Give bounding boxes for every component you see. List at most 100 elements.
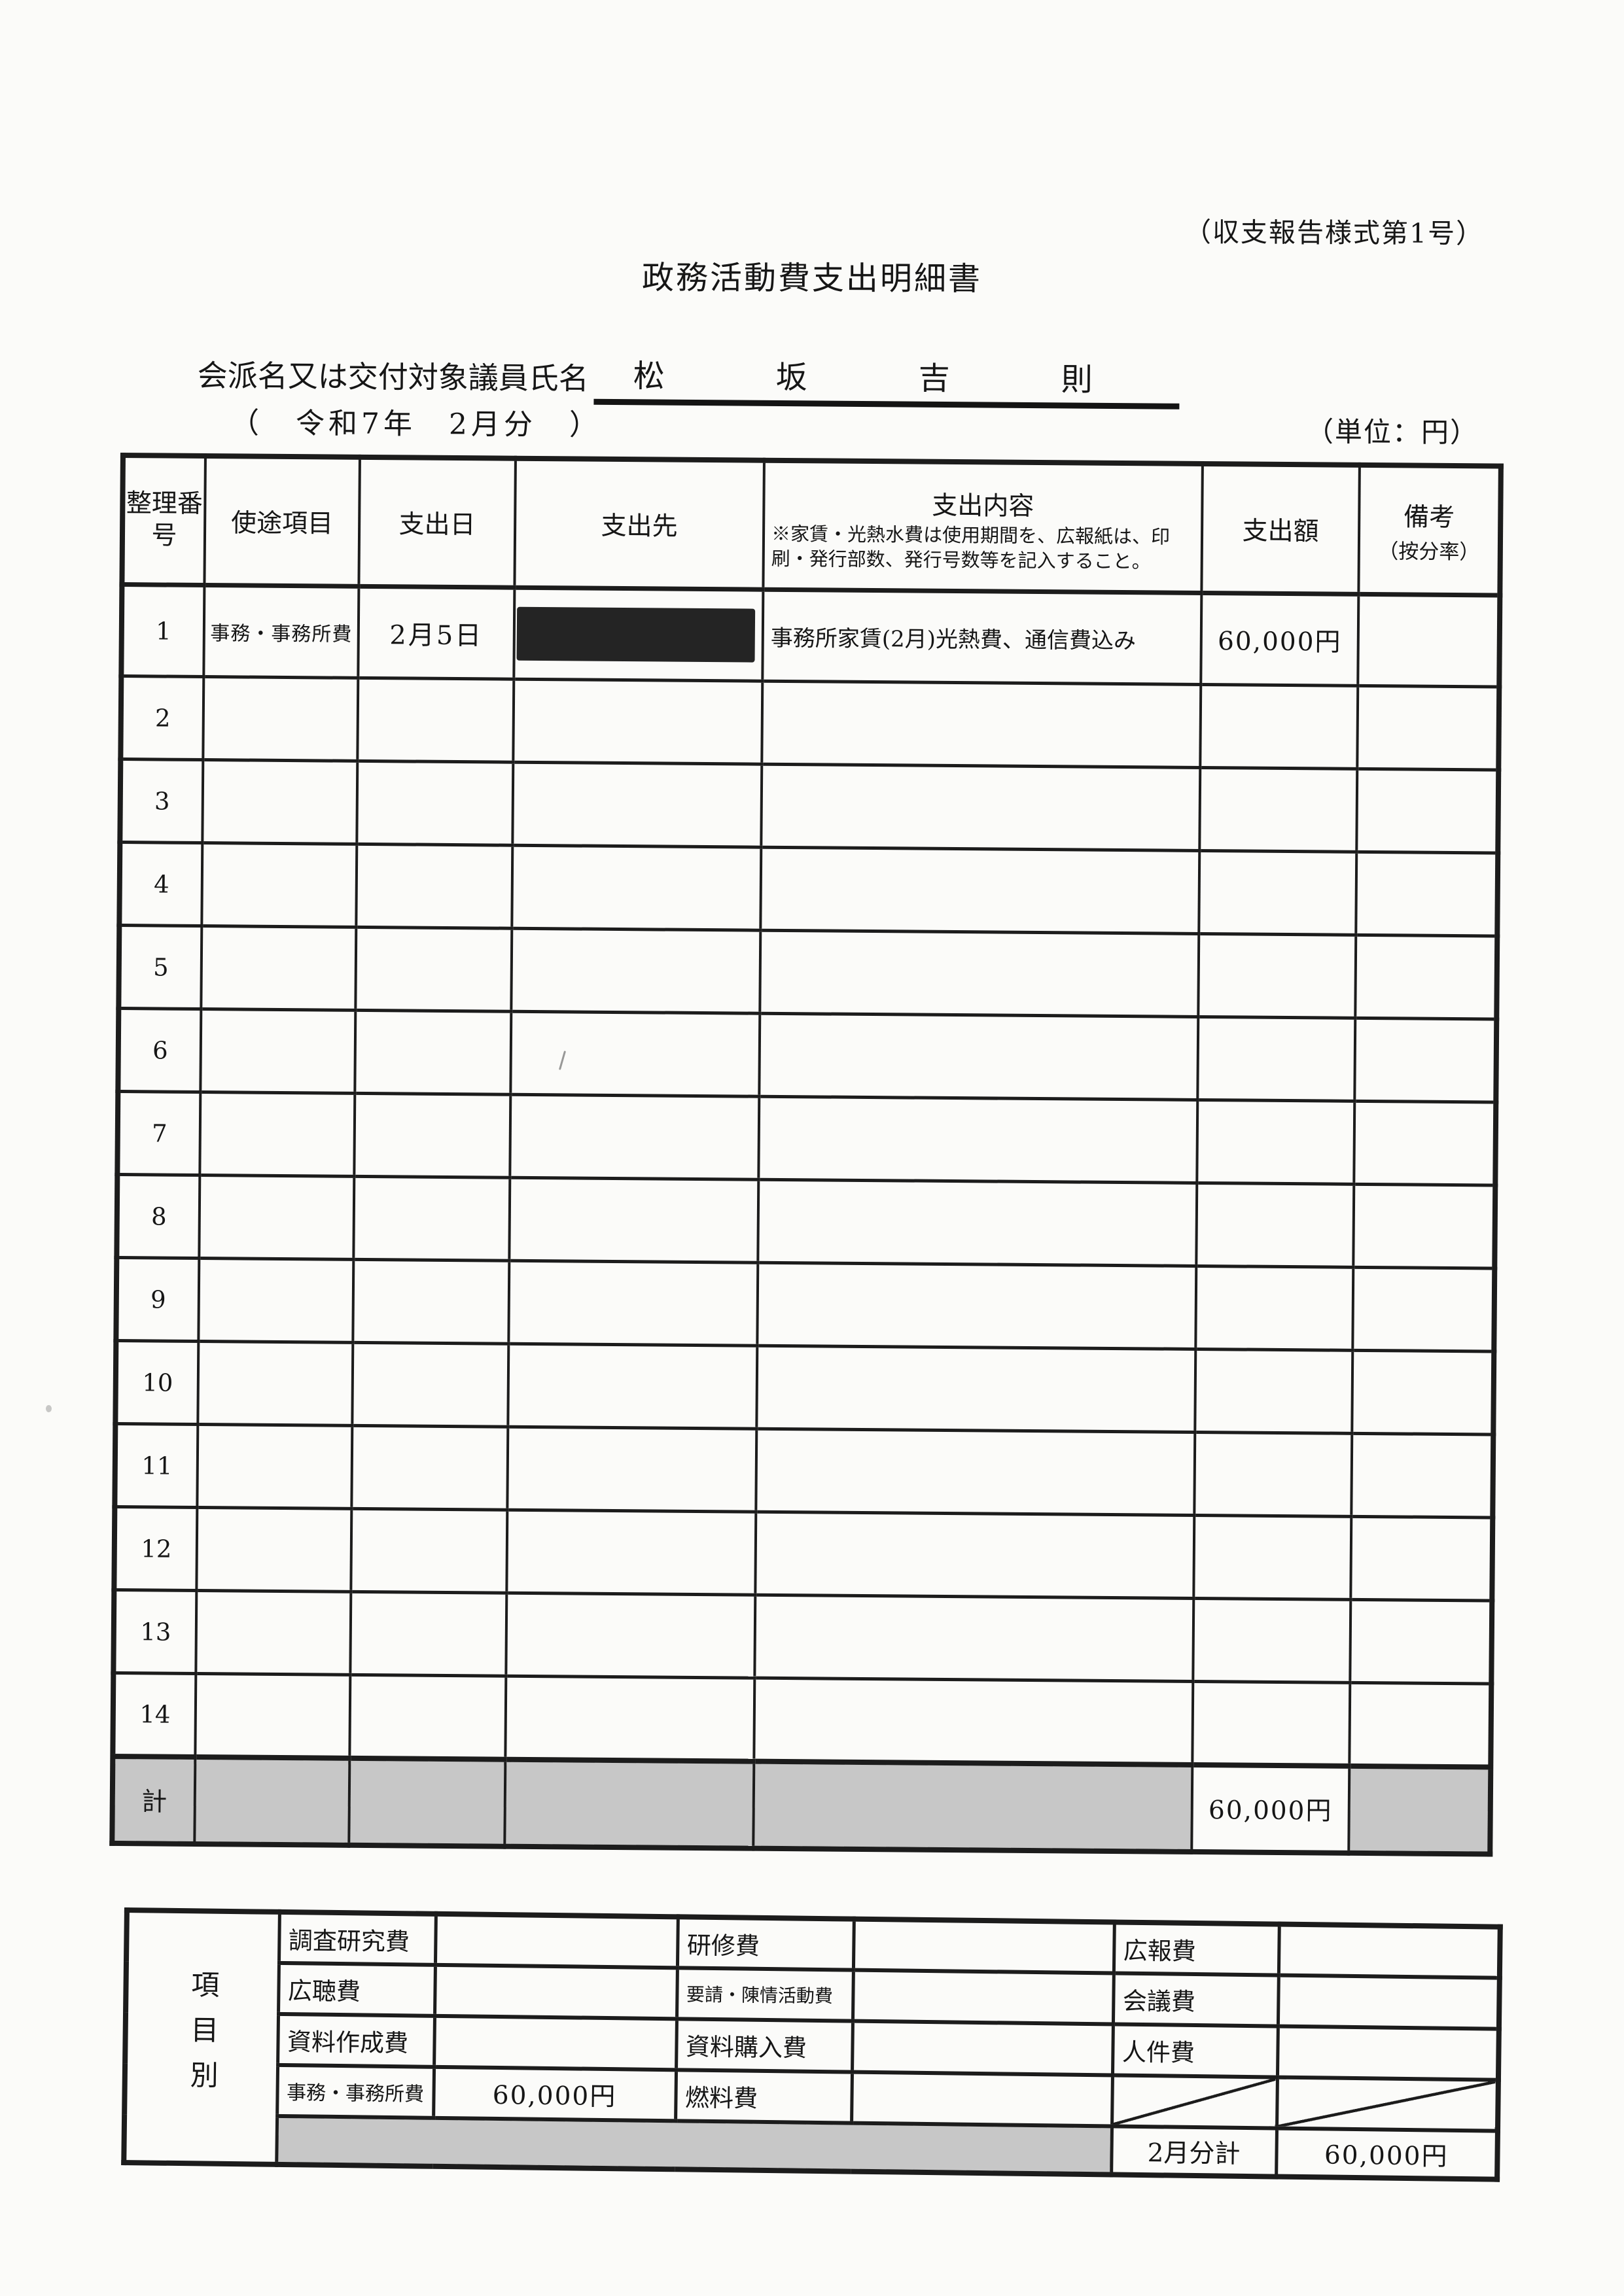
row-content (761, 764, 1201, 851)
row-content (758, 1179, 1197, 1266)
row-serial-no: 14 (113, 1673, 196, 1757)
row-payee (509, 1177, 759, 1263)
row-date (353, 1176, 510, 1261)
expense-row: 3 (120, 759, 1499, 854)
row-serial-no: 10 (115, 1340, 199, 1425)
breakdown-side-header: 項目別 (124, 1910, 279, 2165)
row-category (202, 759, 358, 844)
breakdown-value (1277, 1975, 1500, 2029)
row-date (350, 1592, 507, 1677)
row-date (356, 844, 513, 929)
breakdown-label: 事務・事務所費 (277, 2064, 434, 2118)
row-amount (1194, 1432, 1352, 1517)
row-remarks (1350, 1599, 1492, 1684)
breakdown-value (1278, 1924, 1500, 1978)
total-row-empty-date (349, 1758, 506, 1847)
row-category (200, 1092, 355, 1177)
row-amount (1195, 1266, 1354, 1351)
breakdown-total-label: 2月分計 (1111, 2126, 1277, 2177)
row-remarks (1356, 769, 1499, 854)
row-date (353, 1259, 510, 1344)
row-amount (1199, 850, 1357, 935)
col-header-amount: 支出額 (1201, 463, 1360, 595)
breakdown-value (851, 2072, 1112, 2127)
breakdown-label: 広聴費 (278, 1962, 435, 2016)
row-payee (511, 928, 761, 1014)
row-date (352, 1342, 509, 1427)
expense-row: 11 (115, 1423, 1494, 1518)
row-content (756, 1429, 1195, 1516)
total-row-empty-category (194, 1756, 350, 1845)
row-serial-no: 5 (118, 925, 202, 1009)
row-serial-no: 9 (116, 1257, 200, 1342)
row-amount (1195, 1349, 1353, 1434)
row-category: 事務・事務所費 (203, 585, 359, 678)
expense-row: 4 (119, 842, 1498, 937)
member-name-underline: 松坂吉則 (593, 355, 1204, 409)
row-content: 事務所家賃(2月)光熱費、通信費込み (762, 589, 1202, 685)
row-remarks (1357, 686, 1500, 771)
row-date (357, 761, 514, 846)
expense-row: 5 (118, 925, 1498, 1020)
breakdown-label: 資料購入費 (676, 2019, 853, 2072)
breakdown-crossed-cell (1112, 2075, 1277, 2129)
row-date (351, 1425, 508, 1510)
row-serial-no: 6 (118, 1008, 202, 1092)
expense-row: 6 (118, 1008, 1497, 1103)
breakdown-total-value: 60,000円 (1276, 2128, 1498, 2180)
row-remarks (1351, 1433, 1494, 1518)
page-title: 政務活動費支出明細書 (641, 259, 983, 298)
breakdown-label: 研修費 (677, 1917, 854, 1970)
expense-row: 12 (114, 1506, 1493, 1601)
row-remarks (1352, 1350, 1494, 1435)
expense-row: 14 (113, 1673, 1492, 1767)
breakdown-value (853, 1919, 1114, 1974)
row-amount: 60,000円 (1201, 593, 1359, 686)
row-amount (1193, 1598, 1351, 1683)
row-payee (512, 762, 762, 848)
row-date: 2月5日 (358, 586, 515, 680)
expense-row: 1 事務・事務所費 2月5日 事務所家賃(2月)光熱費、通信費込み 60,000… (121, 584, 1500, 687)
row-content (756, 1346, 1196, 1433)
expense-row: 8 (116, 1174, 1496, 1269)
breakdown-value (852, 1970, 1114, 2025)
total-row: 計 60,000円 (112, 1756, 1491, 1854)
row-content (759, 1013, 1199, 1100)
row-payee (508, 1261, 758, 1346)
breakdown-value (852, 2021, 1113, 2076)
col-header-content-title: 支出内容 (932, 491, 1034, 522)
row-payee (513, 679, 763, 765)
row-content (757, 1262, 1197, 1349)
row-content (755, 1512, 1195, 1599)
row-payee (506, 1593, 756, 1679)
breakdown-side-header-text: 項目別 (185, 1969, 220, 2106)
row-remarks (1354, 1018, 1497, 1103)
row-category (196, 1590, 351, 1675)
row-content (760, 847, 1200, 934)
breakdown-value (434, 2015, 677, 2070)
row-date (349, 1675, 506, 1760)
breakdown-label: 人件費 (1112, 2024, 1278, 2078)
row-serial-no: 12 (114, 1506, 198, 1591)
row-content (760, 930, 1199, 1017)
row-payee (506, 1510, 756, 1595)
expense-row: 9 (116, 1257, 1495, 1352)
row-amount (1198, 933, 1356, 1018)
row-category (203, 676, 359, 761)
row-amount (1197, 1100, 1355, 1185)
col-header-serial-no-text: 整理番号 (126, 489, 203, 551)
row-remarks (1350, 1516, 1493, 1601)
breakdown-total-grayband (276, 2115, 1112, 2175)
row-payee (508, 1344, 758, 1429)
row-category (201, 926, 357, 1011)
total-row-amount: 60,000円 (1192, 1764, 1350, 1853)
member-name-label: 会派名又は交付対象議員氏名 (197, 357, 589, 396)
col-header-remarks-title: 備考 (1403, 502, 1455, 532)
row-category (199, 1175, 355, 1260)
row-category (198, 1258, 354, 1343)
col-header-date: 支出日 (359, 457, 516, 588)
row-date (351, 1508, 508, 1593)
row-content (754, 1595, 1194, 1682)
total-row-label: 計 (112, 1756, 196, 1844)
